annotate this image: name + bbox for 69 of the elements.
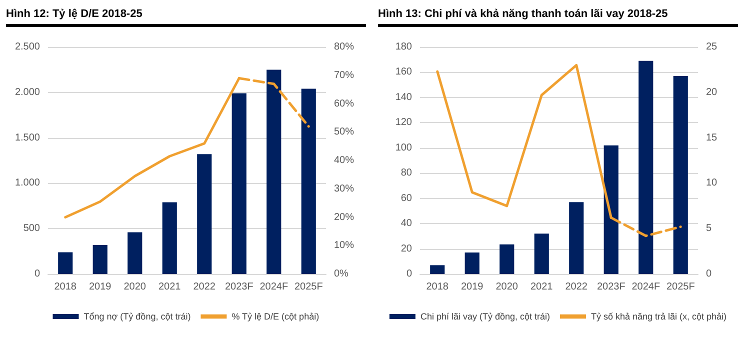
y-tick-label: 100 <box>395 142 412 154</box>
y2-tick-label: 15 <box>706 132 718 144</box>
chart-title: Hình 13: Chi phí và khả năng thanh toán lãi vay 2018-25 <box>378 0 738 27</box>
chart-title: Hình 12: Tỷ lệ D/E 2018-25 <box>6 0 366 27</box>
y2-tick-label: 80% <box>334 42 354 52</box>
bar <box>162 202 177 274</box>
y-tick-label: 60 <box>400 192 412 204</box>
legend-label: Tổng nợ (Tỷ đồng, cột trái) <box>84 312 191 322</box>
y-tick-label: 0 <box>34 268 40 280</box>
bar <box>128 232 142 274</box>
legend-label: Tỷ số khả năng trả lãi (x, cột phải) <box>590 312 727 322</box>
bar <box>569 202 584 274</box>
y2-tick-label: 0 <box>706 268 712 280</box>
x-tick-label: 2018 <box>426 282 449 292</box>
bar <box>232 93 246 274</box>
y-tick-label: 0 <box>406 268 412 280</box>
y-tick-label: 40 <box>400 218 412 230</box>
y-tick-label: 500 <box>23 223 40 234</box>
y2-tick-label: 20% <box>334 212 354 223</box>
y-tick-label: 160 <box>395 66 412 78</box>
x-tick-label: 2018 <box>54 282 77 292</box>
bar <box>500 244 514 274</box>
y2-tick-label: 20 <box>706 86 718 98</box>
y2-tick-label: 10 <box>706 178 718 189</box>
bar <box>464 252 480 274</box>
bar <box>638 60 654 274</box>
x-tick-label: 2024F <box>260 282 288 292</box>
y-tick-label: 2.000 <box>14 86 40 98</box>
legend-label: % Tỷ lệ D/E (cột phải) <box>232 312 320 322</box>
x-tick-label: 2022 <box>193 282 216 292</box>
x-tick-label: 2022 <box>565 282 588 292</box>
y-tick-label: 80 <box>400 168 412 179</box>
y-tick-label: 180 <box>395 42 412 52</box>
y-tick-label: 2.500 <box>14 42 40 52</box>
y-tick-label: 140 <box>395 92 412 103</box>
x-tick-label: 2020 <box>496 282 518 292</box>
bar <box>58 252 73 274</box>
y-tick-label: 1.000 <box>14 178 40 189</box>
y2-tick-label: 60% <box>334 98 354 110</box>
y2-tick-label: 25 <box>706 42 718 52</box>
bar <box>197 154 212 274</box>
y2-tick-label: 5 <box>706 223 712 234</box>
legend-label: Chi phí lãi vay (Tỷ đồng, cột trái) <box>420 312 550 322</box>
x-tick-label: 2019 <box>461 282 484 292</box>
y2-tick-label: 50% <box>334 126 354 138</box>
bar <box>673 76 688 274</box>
y2-tick-label: 40% <box>334 155 354 166</box>
x-tick-label: 2025F <box>666 282 695 292</box>
x-tick-label: 2023F <box>596 282 626 292</box>
x-tick-label: 2023F <box>224 282 254 292</box>
y2-tick-label: 30% <box>334 183 354 194</box>
bar <box>266 70 282 274</box>
y2-tick-label: 70% <box>334 70 354 81</box>
y2-tick-label: 10% <box>334 240 354 252</box>
bar <box>92 244 108 274</box>
x-tick-label: 2025F <box>294 282 323 292</box>
x-tick-label: 2021 <box>530 282 554 292</box>
bar <box>534 234 549 274</box>
bar <box>430 265 445 274</box>
x-tick-label: 2024F <box>632 282 660 292</box>
y2-tick-label: 0% <box>334 268 349 280</box>
x-tick-label: 2019 <box>89 282 112 292</box>
x-tick-label: 2021 <box>158 282 182 292</box>
bar <box>301 88 316 274</box>
y-tick-label: 1.500 <box>14 132 40 144</box>
x-tick-label: 2020 <box>124 282 146 292</box>
y-tick-label: 20 <box>400 243 412 254</box>
y-tick-label: 120 <box>395 117 412 128</box>
bar <box>604 145 618 274</box>
